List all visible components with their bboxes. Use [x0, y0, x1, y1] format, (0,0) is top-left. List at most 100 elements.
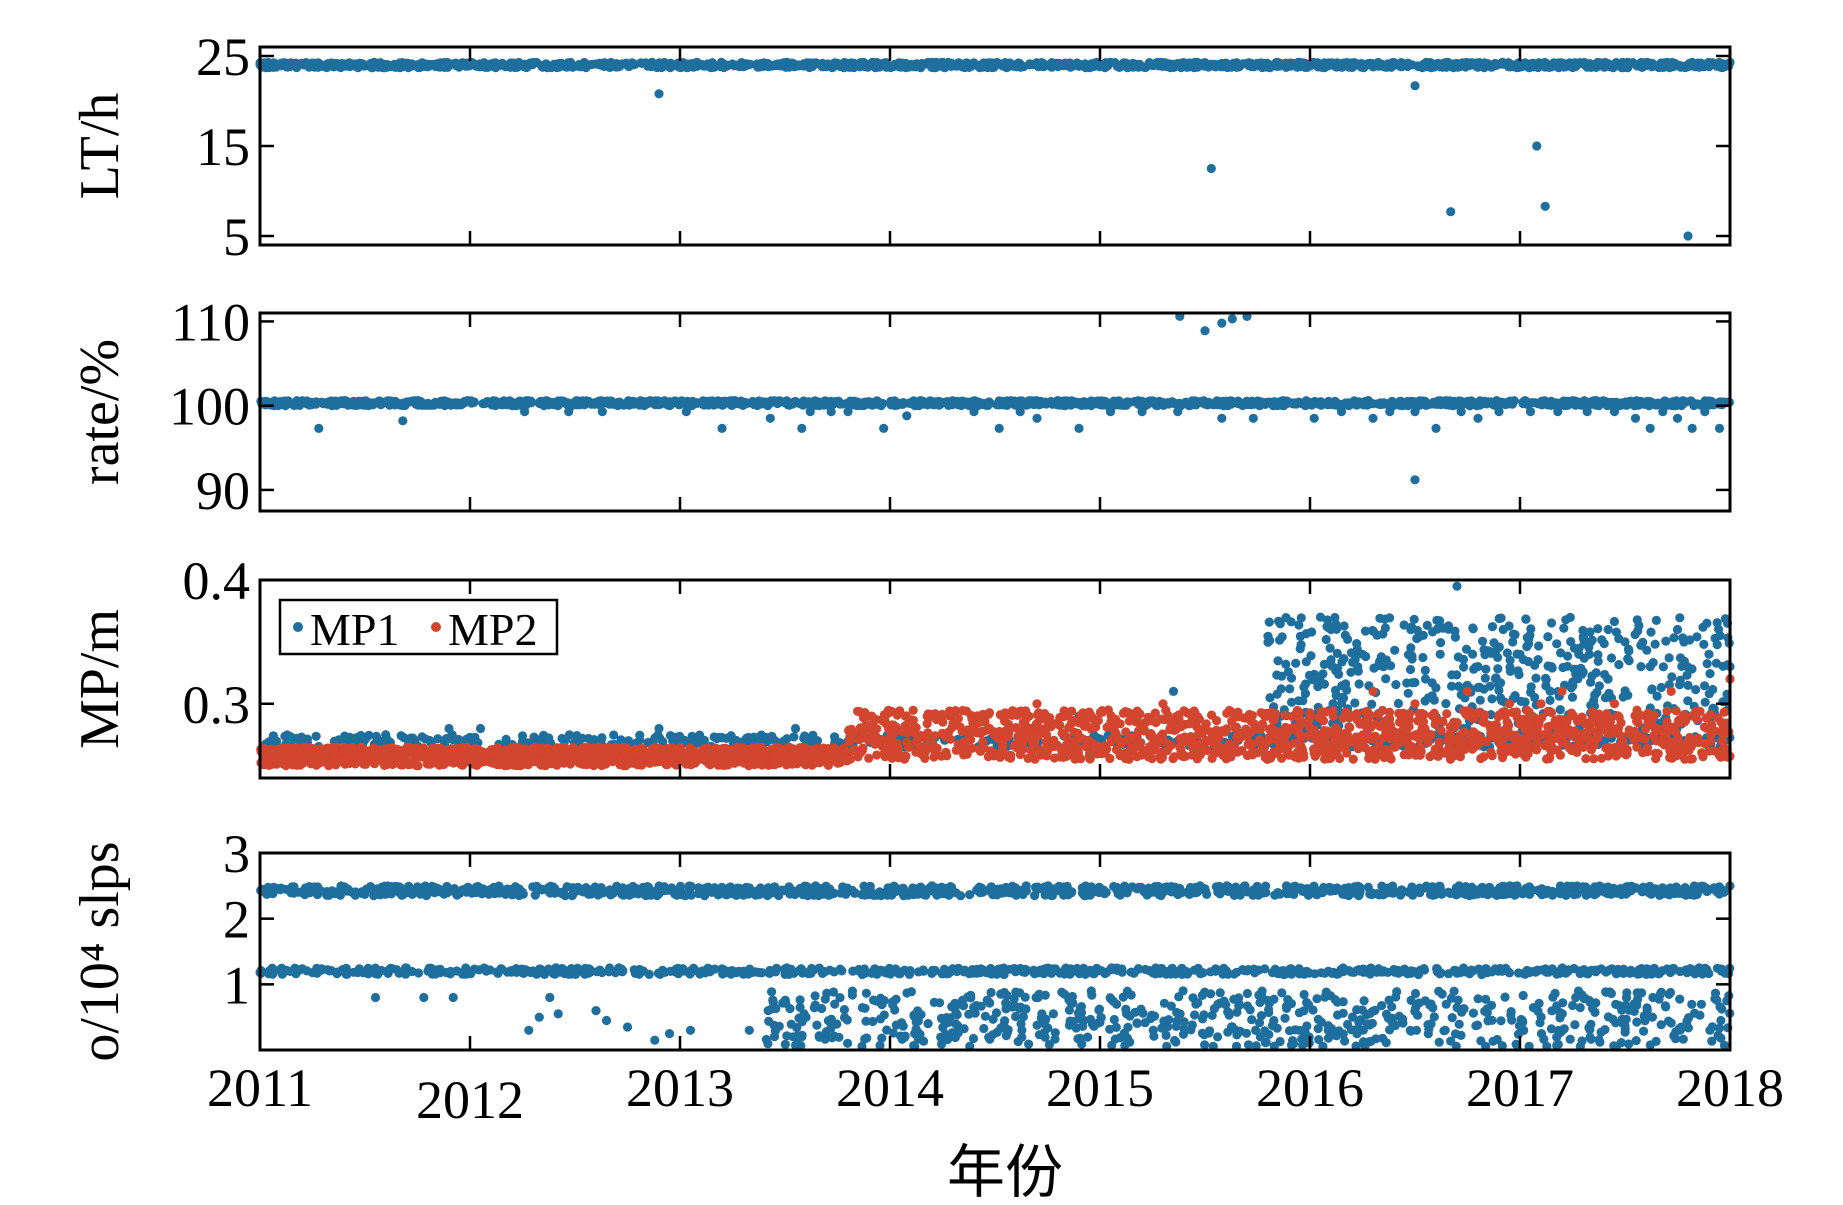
mp1-point [282, 730, 292, 740]
mp1-point [433, 734, 443, 744]
series-point [738, 400, 748, 410]
series-point [1494, 407, 1504, 417]
series-point [1714, 423, 1725, 433]
mp1-point [1264, 617, 1274, 627]
mp1-point [1441, 699, 1451, 709]
series-point [1316, 62, 1327, 72]
series-point [902, 411, 912, 421]
mp1-point [597, 733, 607, 743]
mp1-point [1406, 624, 1416, 635]
mp2-point [622, 756, 633, 767]
series-point [1540, 201, 1550, 211]
mp1-point [1508, 637, 1518, 647]
mp1-point [1450, 632, 1460, 642]
series-point [790, 396, 801, 407]
series-point [1359, 400, 1369, 410]
mp1-point [1468, 649, 1478, 659]
mp1-point [1341, 679, 1351, 689]
series-point [268, 62, 278, 72]
series-point [564, 407, 574, 417]
series-point [858, 400, 868, 411]
series-point [1449, 396, 1459, 406]
mp1-point [539, 730, 549, 740]
mp1-point [654, 723, 664, 734]
series-point [466, 396, 476, 406]
mp1-point [1493, 652, 1503, 663]
mp1-point [1559, 623, 1569, 633]
series-point [322, 62, 332, 73]
mp1-point [1661, 636, 1671, 646]
mp1-point [1534, 641, 1544, 651]
series-point [1473, 413, 1483, 423]
series-point [624, 400, 634, 410]
series-point [1176, 59, 1186, 69]
mp1-point [1405, 664, 1416, 675]
series-point [996, 397, 1006, 407]
mp1-point [1623, 690, 1633, 700]
mp1-point [1555, 705, 1565, 715]
series-point [486, 61, 496, 71]
series-point [1194, 59, 1205, 69]
mp1-point [1702, 659, 1712, 669]
series-point [327, 399, 337, 409]
mp1-point [1393, 698, 1403, 709]
mp2-point [631, 748, 642, 759]
mp1-point [1403, 688, 1413, 698]
mp1-point [1489, 638, 1499, 648]
mp1-point [1565, 612, 1575, 623]
mp1-point [1337, 698, 1347, 708]
mp1-point [1291, 658, 1301, 668]
mp1-point [1603, 674, 1613, 684]
series-point [1407, 60, 1417, 70]
series-point [1247, 62, 1257, 72]
mp2-point [782, 745, 792, 755]
mp1-point [1587, 671, 1597, 681]
mp1-point [1574, 649, 1584, 659]
series-point [1202, 61, 1212, 71]
mp1-point [1331, 690, 1341, 701]
mp1-point [675, 731, 685, 741]
mp1-point [1272, 670, 1282, 680]
mp1-point [1390, 645, 1400, 655]
mp1-point [1275, 619, 1285, 629]
series-point [1700, 407, 1710, 417]
series-point [1173, 407, 1183, 417]
series-point [669, 396, 680, 406]
series-point [378, 398, 388, 408]
series-point [1520, 396, 1530, 406]
series-point [1684, 58, 1694, 69]
series-point [826, 60, 836, 70]
mp1-point [475, 723, 486, 734]
series-point [1403, 397, 1414, 407]
series-point [1380, 62, 1390, 72]
series-point [707, 60, 717, 70]
data-points [255, 57, 1735, 241]
mp1-point [1578, 667, 1588, 677]
series-point [1217, 413, 1227, 423]
mp1-point [1350, 698, 1360, 708]
series-point [1080, 400, 1091, 410]
series-point [1368, 399, 1378, 409]
mp1-point [1585, 627, 1595, 637]
series-point [1668, 399, 1678, 409]
mp1-point [1704, 649, 1714, 659]
mp1-point [1502, 648, 1512, 658]
mp1-point [1407, 654, 1417, 664]
mp1-point [1658, 662, 1668, 672]
mp1-point [1645, 662, 1655, 672]
mp1-point [1481, 664, 1491, 674]
series-point [353, 61, 363, 71]
series-point [351, 397, 361, 407]
series-point [1217, 318, 1227, 328]
series-point [756, 62, 766, 72]
series-point [1655, 62, 1665, 72]
mp2-point [401, 749, 411, 759]
mp1-point [1593, 650, 1603, 660]
mp1-point [717, 733, 727, 743]
series-point [994, 423, 1004, 433]
series-point [1562, 61, 1572, 71]
series-point [1632, 61, 1642, 71]
series-point [1504, 399, 1514, 409]
series-point [737, 58, 747, 68]
mp1-point [1319, 659, 1329, 670]
